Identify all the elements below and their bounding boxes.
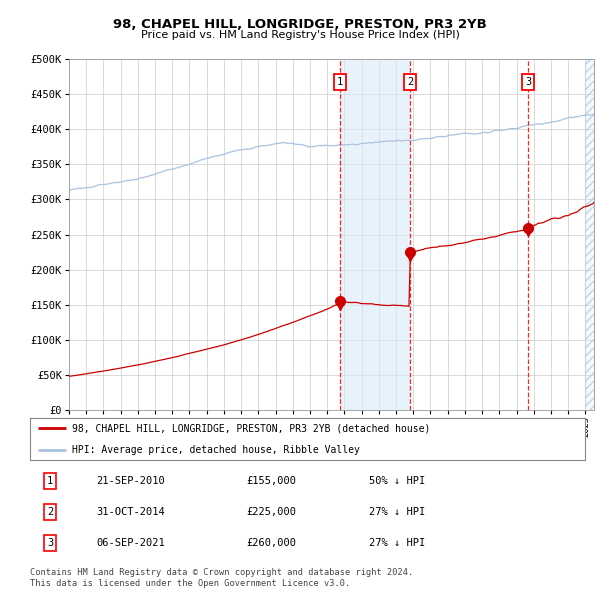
- Text: 2: 2: [407, 77, 413, 87]
- Text: Contains HM Land Registry data © Crown copyright and database right 2024.: Contains HM Land Registry data © Crown c…: [30, 568, 413, 576]
- Text: Price paid vs. HM Land Registry's House Price Index (HPI): Price paid vs. HM Land Registry's House …: [140, 30, 460, 40]
- Text: £225,000: £225,000: [247, 507, 296, 517]
- Text: 1: 1: [47, 476, 53, 486]
- Text: 27% ↓ HPI: 27% ↓ HPI: [368, 538, 425, 548]
- Text: 98, CHAPEL HILL, LONGRIDGE, PRESTON, PR3 2YB (detached house): 98, CHAPEL HILL, LONGRIDGE, PRESTON, PR3…: [71, 424, 430, 433]
- Text: 3: 3: [47, 538, 53, 548]
- Text: £155,000: £155,000: [247, 476, 296, 486]
- Text: HPI: Average price, detached house, Ribble Valley: HPI: Average price, detached house, Ribb…: [71, 445, 359, 454]
- Text: 2: 2: [47, 507, 53, 517]
- Text: 27% ↓ HPI: 27% ↓ HPI: [368, 507, 425, 517]
- Text: 98, CHAPEL HILL, LONGRIDGE, PRESTON, PR3 2YB: 98, CHAPEL HILL, LONGRIDGE, PRESTON, PR3…: [113, 18, 487, 31]
- Text: 3: 3: [525, 77, 532, 87]
- Text: This data is licensed under the Open Government Licence v3.0.: This data is licensed under the Open Gov…: [30, 579, 350, 588]
- Text: £260,000: £260,000: [247, 538, 296, 548]
- Text: 06-SEP-2021: 06-SEP-2021: [97, 538, 166, 548]
- Text: 31-OCT-2014: 31-OCT-2014: [97, 507, 166, 517]
- Text: 50% ↓ HPI: 50% ↓ HPI: [368, 476, 425, 486]
- Text: 1: 1: [337, 77, 343, 87]
- Text: 21-SEP-2010: 21-SEP-2010: [97, 476, 166, 486]
